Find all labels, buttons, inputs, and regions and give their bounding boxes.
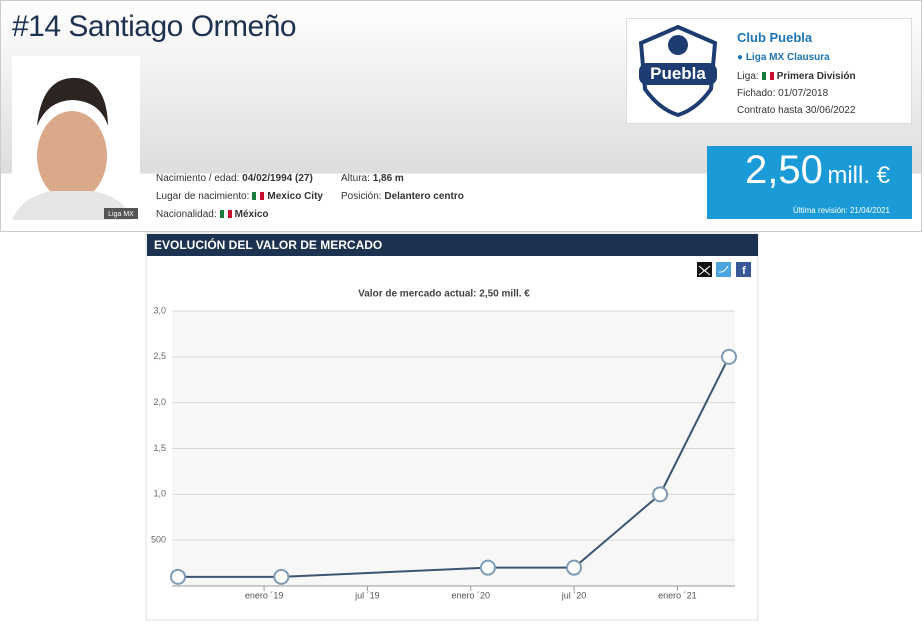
value: Primera División bbox=[776, 71, 856, 82]
value-line bbox=[178, 356, 730, 578]
detail-row: Nacionalidad: México bbox=[156, 206, 323, 224]
x-tick-label: jul ´19 bbox=[354, 590, 380, 600]
detail-row: Lugar de nacimiento: Mexico City bbox=[156, 188, 323, 206]
label: Altura: bbox=[341, 173, 370, 184]
first-name: Santiago bbox=[68, 10, 183, 43]
player-name: #14 Santiago Ormeño bbox=[12, 10, 297, 44]
unit: mill. € bbox=[827, 162, 890, 189]
contract-date: Contrato hasta 30/06/2022 bbox=[737, 105, 856, 116]
x-tick-label: jul ´20 bbox=[561, 590, 587, 600]
data-point[interactable] bbox=[170, 568, 186, 585]
chart-title: Valor de mercado actual: 2,50 mill. € bbox=[358, 289, 530, 300]
x-tick-label: enero ´19 bbox=[245, 590, 284, 600]
market-value: 2,50 mill. € bbox=[745, 148, 890, 193]
label: Lugar de nacimiento: bbox=[156, 191, 250, 202]
data-point[interactable] bbox=[566, 559, 583, 576]
club-logo: Puebla bbox=[638, 25, 718, 117]
label: Nacimiento / edad: bbox=[156, 173, 240, 184]
y-tick-label: 500 bbox=[151, 535, 166, 545]
detail-row: Nacimiento / edad: 04/02/1994 (27) bbox=[156, 170, 323, 188]
liga-row: Liga: Primera División bbox=[737, 71, 856, 82]
revision-date: Última revisión: 21/04/2021 bbox=[793, 206, 890, 215]
share-facebook[interactable]: f bbox=[736, 262, 751, 277]
label: Nacionalidad: bbox=[156, 209, 217, 220]
section-title: EVOLUCIÓN DEL VALOR DE MERCADO bbox=[154, 237, 382, 252]
signed-date: Fichado: 01/07/2018 bbox=[737, 88, 829, 99]
photo-label: Liga MX bbox=[108, 211, 134, 218]
data-point[interactable] bbox=[479, 559, 496, 576]
svg-text:f: f bbox=[742, 265, 746, 277]
market-value-box: 2,50 mill. € Última revisión: 21/04/2021 bbox=[707, 146, 912, 219]
value: Mexico City bbox=[267, 191, 323, 202]
label: Posición: bbox=[341, 191, 382, 202]
amount: 2,50 bbox=[745, 148, 823, 192]
y-tick-label: 2,5 bbox=[153, 351, 166, 361]
y-tick-label: 1,5 bbox=[153, 443, 166, 453]
detail-row: Altura: 1,86 m bbox=[341, 170, 464, 188]
details-right: Altura: 1,86 m Posición: Delantero centr… bbox=[341, 170, 464, 206]
share-twitter[interactable] bbox=[716, 262, 731, 277]
data-point[interactable] bbox=[273, 568, 290, 585]
league: ● Liga MX Clausura bbox=[737, 52, 830, 63]
value: México bbox=[234, 209, 269, 220]
y-tick-label: 1,0 bbox=[153, 489, 166, 499]
label: Liga: bbox=[737, 71, 759, 82]
player-photo: Liga MX bbox=[12, 56, 140, 220]
detail-row: Posición: Delantero centro bbox=[341, 188, 464, 206]
share-email[interactable] bbox=[697, 262, 712, 277]
x-tick-label: enero ´20 bbox=[451, 590, 490, 600]
shirt-number: #14 bbox=[12, 10, 61, 43]
value: Delantero centro bbox=[384, 191, 464, 202]
y-tick-label: 3,0 bbox=[153, 305, 166, 315]
y-tick-label: 2,0 bbox=[153, 397, 166, 407]
club-box: Puebla Club Puebla ● Liga MX Clausura Li… bbox=[626, 18, 912, 124]
details-left: Nacimiento / edad: 04/02/1994 (27) Lugar… bbox=[156, 170, 323, 224]
data-point[interactable] bbox=[652, 486, 669, 503]
league-name[interactable]: Liga MX Clausura bbox=[745, 52, 830, 63]
club-name[interactable]: Club Puebla bbox=[737, 30, 813, 45]
x-tick-label: enero ´21 bbox=[658, 590, 697, 600]
value: 04/02/1994 (27) bbox=[242, 173, 313, 184]
logo-text: Puebla bbox=[650, 64, 706, 83]
value: 1,86 m bbox=[372, 173, 404, 184]
data-point[interactable] bbox=[721, 348, 737, 365]
last-name: Ormeño bbox=[190, 10, 297, 43]
